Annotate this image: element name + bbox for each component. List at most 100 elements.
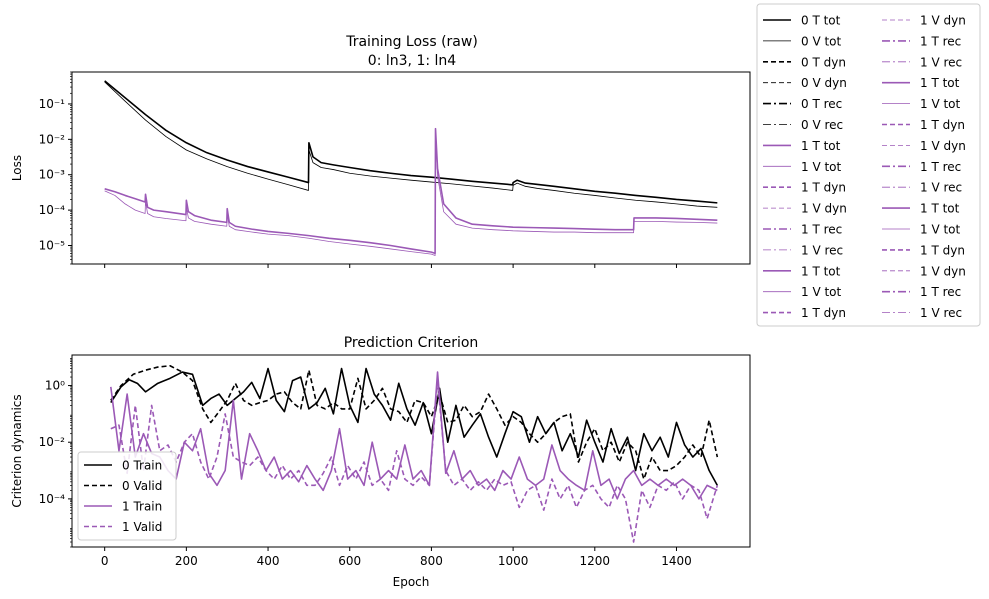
criterion-xtick-label: 0 [101,554,109,568]
criterion-legend: 0 Train 0 Valid 1 Train 1 Valid [77,451,177,541]
loss-legend-label: 1 T dyn [801,306,846,320]
criterion-title: Prediction Criterion [344,335,479,351]
criterion-ytick-label: 10⁻⁴ [39,492,66,506]
criterion-axes: Prediction Criterion Criterion dynamics … [10,335,751,589]
loss-legend-item: 0 V tot [763,34,842,48]
loss-axes: Training Loss (raw) 0: ln3, 1: ln4 Loss … [10,34,751,268]
loss-legend-item: 1 V dyn [882,14,966,28]
criterion-xtick-label: 1000 [498,554,529,568]
loss-legend-item: 1 V tot [763,285,842,299]
loss-legend-label: 1 T rec [801,223,842,237]
loss-legend-item: 1 V rec [882,55,962,69]
loss-legend: 0 T tot 0 V tot 0 T dyn 0 V dyn 0 T rec 0 V r… [756,3,981,327]
criterion-xtick-label: 600 [338,554,361,568]
loss-legend-label: 1 V rec [920,181,962,195]
loss-ticks: 10⁻⁵ 10⁻⁴ 10⁻³ 10⁻² 10⁻¹ [39,71,677,268]
loss-legend-item: 0 V dyn [763,76,847,90]
criterion-legend-label: 0 Train [122,459,162,473]
loss-legend-label: 1 T dyn [920,118,965,132]
loss-legend-item: 0 T rec [763,97,842,111]
loss-legend-label: 0 V rec [801,118,843,132]
loss-legend-label: 1 T tot [920,202,960,216]
loss-legend-label: 0 V dyn [801,76,847,90]
loss-legend-item: 1 V rec [882,306,962,320]
criterion-xtick-label: 200 [175,554,198,568]
loss-legend-item: 1 T dyn [763,306,846,320]
loss-series-0-t-tot [104,80,718,204]
loss-legend-label: 1 V rec [920,306,962,320]
loss-legend-item: 1 T tot [882,76,960,90]
loss-ytick-label: 10⁻⁵ [39,238,66,252]
criterion-xtick-label: 800 [420,554,443,568]
loss-legend-label: 0 T dyn [801,55,846,69]
loss-ytick-label: 10⁻³ [39,168,66,182]
loss-legend-label: 1 T rec [920,160,961,174]
criterion-xtick-label: 1200 [580,554,611,568]
loss-legend-frame [756,3,981,327]
criterion-legend-item: 1 Train [84,500,162,514]
criterion-plot-area [110,364,719,543]
loss-legend-label: 1 V dyn [920,14,966,28]
criterion-legend-label: 1 Valid [122,520,162,534]
loss-legend-item: 1 T dyn [882,118,965,132]
criterion-ylabel: Criterion dynamics [10,394,24,507]
criterion-series-1-train [110,371,718,500]
loss-legend-item: 1 V tot [763,160,842,174]
loss-legend-item: 1 T dyn [763,181,846,195]
criterion-xlabel: Epoch [393,575,430,589]
loss-series-1-v-tot [104,132,718,256]
loss-legend-label: 1 V tot [801,285,842,299]
criterion-legend-label: 0 Valid [122,479,162,493]
loss-legend-label: 0 T tot [801,14,841,28]
criterion-legend-item: 1 Valid [84,520,162,534]
loss-plot-area [104,80,718,256]
loss-legend-item: 1 T rec [882,34,961,48]
loss-ytick-label: 10⁻¹ [39,97,66,111]
loss-legend-item: 0 V rec [763,118,843,132]
loss-legend-label: 1 T tot [801,264,841,278]
loss-legend-item: 0 T tot [763,14,841,28]
loss-legend-label: 1 V tot [801,160,842,174]
criterion-xtick-label: 400 [257,554,280,568]
loss-axes-frame [71,71,751,265]
loss-legend-item: 1 T tot [882,202,960,216]
criterion-legend-label: 1 Train [122,500,162,514]
criterion-legend-frame [77,451,177,541]
loss-legend-item: 1 V dyn [882,264,966,278]
loss-legend-item: 1 V tot [882,97,961,111]
loss-legend-label: 1 T rec [920,285,961,299]
loss-legend-label: 0 V tot [801,34,842,48]
criterion-series-0-train [110,367,719,486]
loss-legend-label: 1 V dyn [920,264,966,278]
loss-legend-item: 0 T dyn [763,55,846,69]
loss-legend-label: 1 T dyn [920,243,965,257]
loss-legend-label: 1 V rec [801,243,843,257]
loss-ytick-label: 10⁻⁴ [39,203,66,217]
loss-legend-item: 1 V dyn [763,202,847,216]
loss-legend-item: 1 T rec [882,160,961,174]
loss-legend-label: 1 T tot [801,139,841,153]
criterion-axes-frame [71,354,751,548]
loss-legend-item: 1 T rec [763,223,842,237]
loss-legend-label: 1 V dyn [801,202,847,216]
criterion-xtick-label: 1400 [661,554,692,568]
loss-legend-item: 1 V dyn [882,139,966,153]
loss-legend-item: 1 T tot [763,139,841,153]
loss-legend-item: 1 T rec [882,285,961,299]
loss-legend-label: 1 V rec [920,55,962,69]
criterion-series-1-valid [110,379,719,543]
loss-series-0-v-tot [104,81,718,208]
loss-ylabel: Loss [10,155,24,181]
loss-legend-label: 1 V dyn [920,139,966,153]
loss-ytick-label: 10⁻² [39,132,66,146]
loss-title-line1: Training Loss (raw) [345,34,478,50]
loss-legend-label: 1 V tot [920,97,961,111]
loss-legend-item: 1 T dyn [882,243,965,257]
loss-legend-item: 1 V tot [882,223,961,237]
criterion-ytick-label: 10⁻² [39,435,66,449]
loss-legend-label: 1 T dyn [801,181,846,195]
loss-legend-item: 1 V rec [763,243,843,257]
loss-legend-label: 0 T rec [801,97,842,111]
loss-legend-label: 1 T rec [920,34,961,48]
